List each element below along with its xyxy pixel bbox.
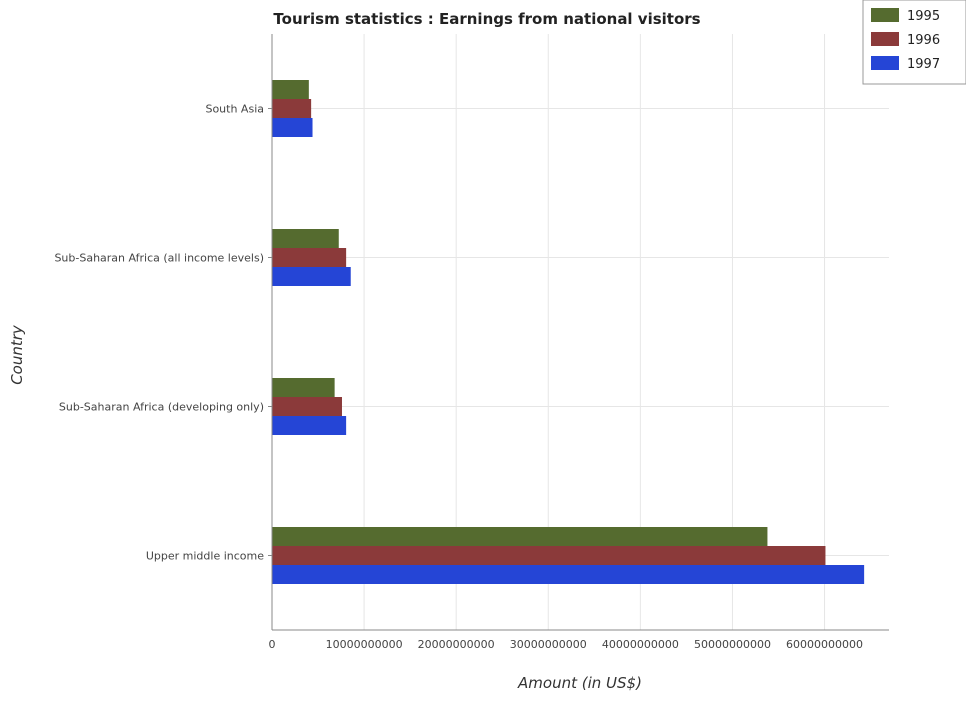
x-tick-label: 10000000000 [326,638,403,651]
bar-1995 [272,527,768,546]
x-axis-label: Amount (in US$) [517,674,642,692]
legend-label: 1997 [907,57,940,72]
legend-label: 1996 [907,33,940,48]
bar-1997 [272,267,351,286]
bar-1997 [272,565,865,584]
bar-1997 [272,416,347,435]
y-axis-label: Country [8,324,26,385]
legend-swatch [871,8,899,22]
legend-label: 1995 [907,9,940,24]
bar-1996 [272,546,826,565]
axes: 0 10000000000 20000000000 30000000000 400000… [54,34,889,651]
legend-swatch [871,56,899,70]
bar-1996 [272,397,342,416]
x-tick-label: 20000000000 [418,638,495,651]
legend-swatch [871,32,899,46]
x-tick-label: 50000000000 [694,638,771,651]
y-tick-label: Upper middle income [146,550,264,563]
x-tick-label: 40000000000 [602,638,679,651]
bar-1997 [272,118,313,137]
bar-1996 [272,99,312,118]
y-tick-label: Sub-Saharan Africa (developing only) [59,401,264,414]
chart-title: Tourism statistics : Earnings from natio… [273,10,700,28]
bar-1995 [272,80,309,99]
bars [272,80,865,584]
x-tick-label: 60000000000 [786,638,863,651]
bar-1996 [272,248,347,267]
y-tick-label: Sub-Saharan Africa (all income levels) [54,252,264,265]
legend: 1995 1996 1997 [862,0,966,85]
bar-1995 [272,378,335,397]
x-tick-label: 0 [269,638,276,651]
y-tick-label: South Asia [205,103,264,116]
x-tick-label: 30000000000 [510,638,587,651]
bar-1995 [272,229,339,248]
